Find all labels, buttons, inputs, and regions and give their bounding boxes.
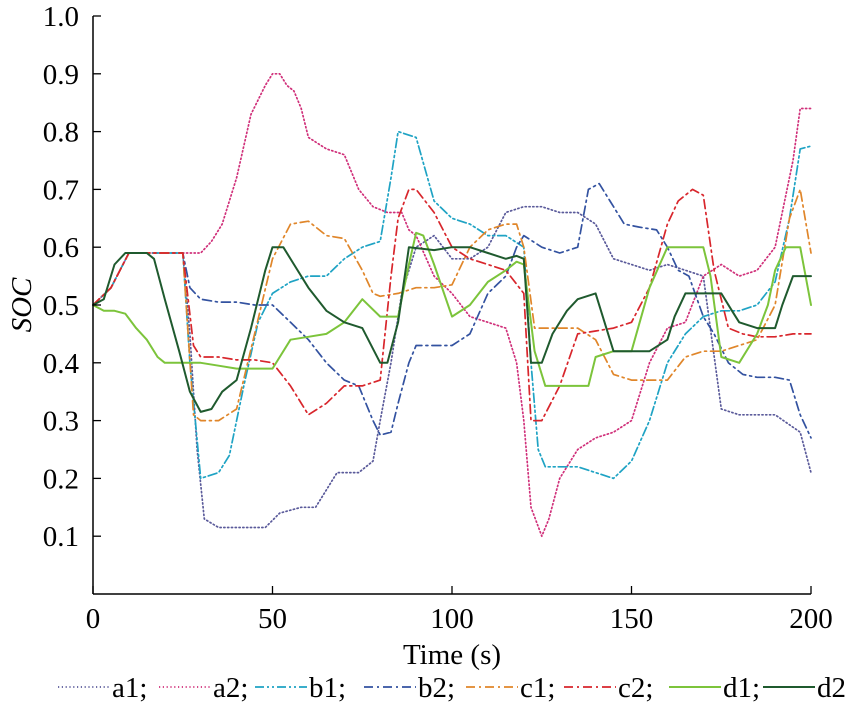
x-tick-label: 0 bbox=[86, 603, 101, 635]
series-line-d1 bbox=[92, 231, 812, 387]
x-tick-label: 50 bbox=[258, 603, 287, 635]
series-line-d2 bbox=[92, 246, 812, 413]
legend-label: d1; bbox=[723, 672, 760, 704]
series-line-b2 bbox=[92, 182, 812, 439]
y-tick-label: 0.1 bbox=[43, 521, 79, 553]
legend-label: b2; bbox=[418, 672, 455, 704]
legend-label: c2; bbox=[618, 672, 653, 704]
y-tick-label: 0.2 bbox=[43, 463, 79, 495]
y-axis-title: SOC bbox=[6, 277, 38, 332]
y-tick-label: 0.5 bbox=[43, 290, 79, 322]
plot-lines bbox=[92, 72, 812, 538]
legend-label: b1; bbox=[309, 672, 346, 704]
legend-label: a2; bbox=[213, 672, 248, 704]
y-tick-label: 0.3 bbox=[43, 406, 79, 438]
y-tick-label: 0.8 bbox=[43, 117, 79, 149]
series-line-a2 bbox=[92, 72, 812, 538]
y-ticks: 0.1 0.2 0.3 0.4 0.5 0.6 0.7 0.8 0.9 1.0 bbox=[43, 1, 101, 553]
y-tick-label: 0.7 bbox=[43, 174, 79, 206]
x-ticks: 0 50 100 150 200 bbox=[86, 586, 833, 635]
legend-label: c1; bbox=[520, 672, 555, 704]
series-line-c1 bbox=[92, 188, 812, 422]
series-line-b1 bbox=[92, 130, 812, 480]
series-line-a1 bbox=[92, 205, 812, 529]
x-tick-label: 200 bbox=[789, 603, 833, 635]
legend: a1; a2; b1; b2; c1; c2; d1; d2 bbox=[58, 672, 846, 704]
axes bbox=[92, 16, 811, 595]
x-tick-label: 150 bbox=[610, 603, 654, 635]
x-axis-title: Time (s) bbox=[403, 639, 501, 671]
y-tick-label: 0.9 bbox=[43, 59, 79, 91]
x-tick-label: 100 bbox=[430, 603, 474, 635]
y-tick-label: 1.0 bbox=[43, 1, 79, 33]
y-tick-label: 0.6 bbox=[43, 232, 79, 264]
series-line-c2 bbox=[92, 188, 812, 422]
legend-label: d2 bbox=[817, 672, 846, 704]
legend-label: a1; bbox=[112, 672, 147, 704]
y-tick-label: 0.4 bbox=[43, 348, 80, 380]
